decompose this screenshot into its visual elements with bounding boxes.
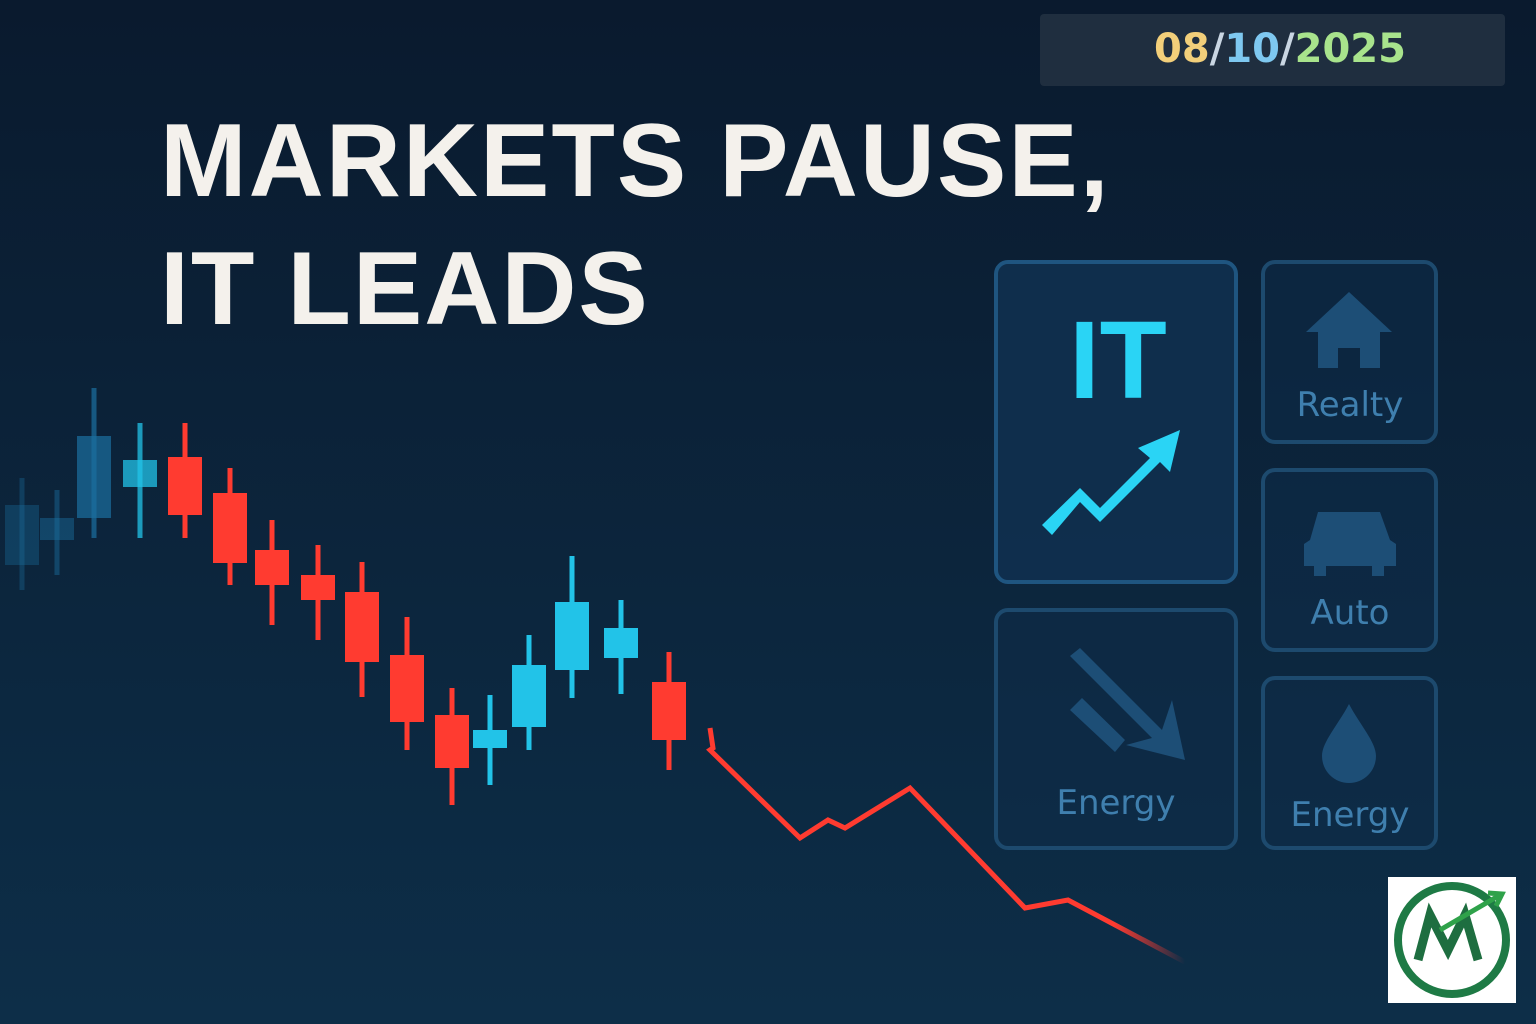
candle-body	[512, 665, 546, 727]
tile-label: Auto	[1311, 593, 1390, 633]
sep: /	[1280, 26, 1295, 72]
candle-body	[40, 518, 74, 540]
candle-body	[604, 628, 638, 658]
candle-body	[168, 457, 202, 515]
drop-icon	[1322, 704, 1376, 783]
candle-body	[123, 460, 157, 487]
car-icon	[1304, 512, 1396, 576]
candles	[5, 388, 686, 805]
headline: MARKETS PAUSE,	[160, 103, 1111, 219]
up-arrow	[1042, 430, 1180, 535]
year: 2025	[1295, 26, 1406, 72]
trend-line	[706, 727, 1187, 965]
month: 10	[1224, 26, 1280, 72]
tile-label: Realty	[1297, 385, 1404, 425]
tile	[994, 608, 1238, 850]
logo-arrow	[1438, 890, 1506, 933]
logo-mark	[1413, 902, 1483, 962]
candle-body	[652, 682, 686, 740]
candle-body	[435, 715, 469, 768]
tile-label: Energy	[1290, 795, 1409, 835]
candle-body	[77, 436, 111, 518]
candle-body	[345, 592, 379, 662]
candle-body	[473, 730, 507, 748]
headline: IT LEADS	[160, 231, 650, 347]
tile	[994, 260, 1238, 584]
house-icon	[1306, 292, 1392, 368]
candle-body	[213, 493, 247, 563]
candle-body	[555, 602, 589, 670]
candle-body	[255, 550, 289, 585]
candle-body	[390, 655, 424, 722]
down-arrow	[1070, 648, 1185, 760]
date-box	[1040, 14, 1505, 86]
tile-label: Energy	[1056, 783, 1175, 823]
tile	[1261, 260, 1438, 444]
candle-body	[5, 505, 39, 565]
candle-body	[301, 575, 335, 600]
tile-label: IT	[1069, 299, 1167, 422]
logo-ring	[1394, 882, 1510, 998]
sep: /	[1210, 26, 1225, 72]
day: 08	[1154, 26, 1210, 72]
date: 08/10/2025	[1154, 26, 1406, 72]
